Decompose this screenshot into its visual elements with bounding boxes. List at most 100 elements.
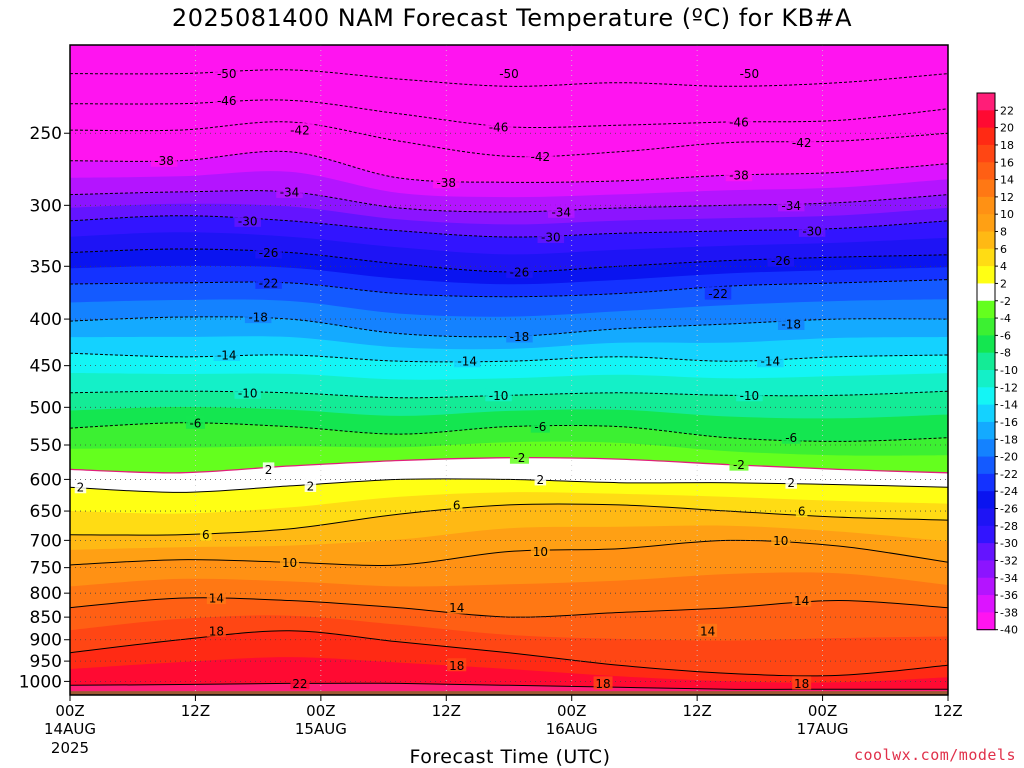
y-tick-label: 850: [30, 608, 62, 628]
colorbar-tick-label: -28: [1000, 520, 1018, 533]
contour-label-bg: [276, 184, 303, 198]
colorbar-swatch: [977, 335, 995, 354]
contour-label-bg: [485, 388, 512, 402]
colorbar-swatch: [977, 127, 995, 146]
colorbar-tick-label: 22: [1000, 104, 1014, 117]
y-tick-label: 300: [30, 196, 62, 216]
y-tick-label: 900: [30, 631, 62, 651]
contour-label-bg: [757, 354, 784, 368]
contour-label-bg: [304, 478, 317, 492]
contour-label: -42: [531, 150, 551, 164]
colorbar-tick-label: -32: [1000, 554, 1018, 567]
contour-label-bg: [792, 676, 812, 690]
colorbar-swatch: [977, 473, 995, 492]
colorbar-swatch: [977, 439, 995, 458]
y-tick-label: 250: [30, 124, 62, 144]
contour-label-bg: [527, 149, 554, 163]
x-tick-label: 00Z: [808, 702, 837, 720]
isotherm--38: [69, 150, 949, 183]
ground-surface: [70, 691, 948, 695]
contour-label: 14: [449, 601, 464, 615]
contour-label-bg: [792, 593, 812, 607]
isotherm--22: [69, 279, 949, 298]
credit-link[interactable]: coolwx.com/models: [853, 746, 1016, 764]
colorbar-swatch: [977, 110, 995, 129]
colorbar-swatch: [977, 318, 995, 336]
contour-label: -26: [510, 265, 530, 279]
colorbar-swatch: [977, 370, 995, 388]
x-tick-date: 17AUG: [797, 720, 849, 738]
contour-label: -6: [534, 420, 546, 434]
contour-label: -14: [217, 348, 237, 362]
contour-label-bg: [509, 450, 529, 464]
y-tick-label: 950: [30, 652, 62, 672]
contour-label: 18: [794, 677, 809, 691]
contour-label-bg: [771, 533, 791, 547]
colorbar-swatch: [977, 300, 995, 319]
colorbar-swatch: [977, 248, 995, 267]
contour-label: -10: [238, 386, 258, 400]
x-tick-label: 00Z: [306, 702, 335, 720]
contour-label: -18: [781, 317, 801, 331]
isotherm-10: [69, 539, 949, 566]
contour-label-bg: [725, 115, 753, 129]
contour-label: -22: [259, 276, 279, 290]
contour-label-bg: [798, 223, 826, 237]
contour-label-bg: [286, 123, 314, 137]
contour-label-bg: [736, 66, 763, 80]
colorbar-tick-label: -38: [1000, 606, 1018, 619]
colorbar-tick-label: -12: [1000, 381, 1018, 394]
colorbar-tick-label: -26: [1000, 503, 1018, 516]
y-tick-label: 800: [30, 584, 62, 604]
colorbar-swatch: [977, 543, 995, 561]
x-tick-label: 00Z: [557, 702, 586, 720]
band-below--50: [70, 45, 948, 87]
isotherm--34: [69, 190, 949, 213]
x-tick-label: 12Z: [933, 702, 962, 720]
colorbar-tick-label: -18: [1000, 433, 1018, 446]
contour-label-bg: [736, 388, 763, 402]
isotherm--2: [69, 457, 949, 474]
colorbar-tick-label: 18: [1000, 139, 1014, 152]
y-tick-label: 350: [30, 257, 62, 277]
contour-label-bg: [213, 66, 241, 80]
isotherm--10: [69, 390, 949, 399]
colorbar-tick-label: -2: [1000, 295, 1011, 308]
contour-label-bg: [781, 430, 801, 444]
contour-label-bg: [795, 504, 808, 518]
contour-label-bg: [447, 600, 467, 614]
colorbar-tick-label: -34: [1000, 572, 1018, 585]
contour-label: 6: [798, 505, 806, 519]
colorbar-swatch: [977, 404, 995, 423]
contour-label: 10: [773, 534, 788, 548]
contour-label: -46: [729, 116, 749, 130]
contour-label: -18: [248, 311, 268, 325]
colorbar-tick-label: -40: [1000, 624, 1018, 637]
x-axis-label: Forecast Time (UTC): [409, 746, 611, 768]
colorbar-swatch: [977, 456, 995, 475]
colorbar-tick-label: -30: [1000, 537, 1018, 550]
colorbar: 22 20 18 16 14 12 10 8 6 4 2 -2 -4 -6 -8 -10 -12 -14 -16 -1…: [976, 92, 1018, 637]
contour-label: -30: [541, 230, 561, 244]
contour-label: -38: [154, 154, 174, 168]
contour-label-bg: [593, 676, 613, 690]
contour-label: -18: [510, 330, 530, 344]
contour-label-bg: [767, 253, 795, 267]
contour-labels: -50 -50 -50-46-46 -46-42-42-42-38-38-38-34-…: [74, 66, 826, 691]
contour-label: -46: [217, 94, 237, 108]
contour-label-bg: [206, 591, 226, 605]
colorbar-tick-label: 14: [1000, 174, 1014, 187]
colorbar-tick-label: 10: [1000, 208, 1014, 221]
colorbar-tick-label: -36: [1000, 589, 1018, 602]
contour-label-bg: [150, 153, 178, 167]
contour-label-bg: [234, 213, 261, 227]
colorbar-tick-label: -14: [1000, 399, 1018, 412]
contour-label-bg: [530, 419, 550, 433]
contour-label-bg: [506, 264, 533, 278]
contour-label: -30: [238, 214, 258, 228]
contour-label: 2: [307, 479, 315, 493]
contour-label: -2: [733, 458, 745, 472]
isotherm--42: [69, 121, 949, 158]
contour-label-bg: [785, 475, 797, 489]
contour-label-bg: [280, 555, 299, 569]
